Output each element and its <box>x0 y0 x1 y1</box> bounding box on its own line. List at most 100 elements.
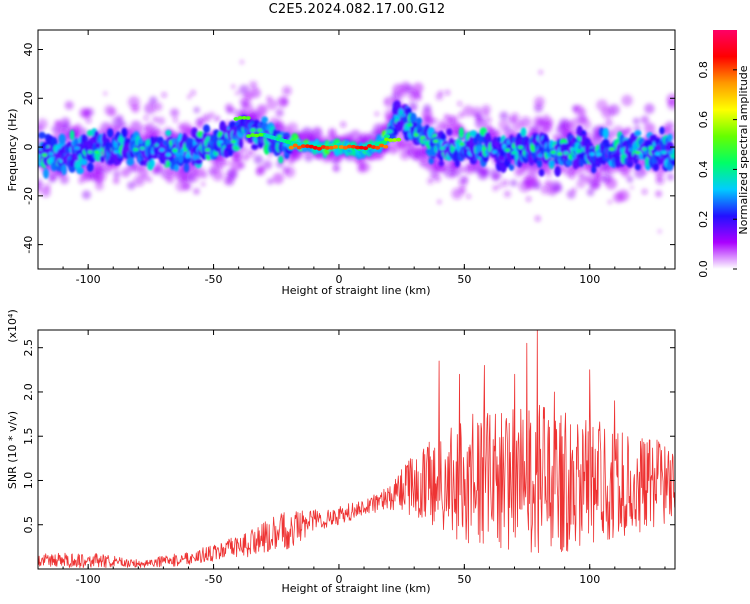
heatmap-cell <box>200 171 208 179</box>
heatmap-cell <box>374 111 379 116</box>
heatmap-cell <box>256 105 268 116</box>
heatmap-cell <box>511 150 517 155</box>
heatmap-cell <box>474 117 487 130</box>
heatmap-hotspot <box>388 138 394 143</box>
heatmap-cell <box>595 152 602 157</box>
snr-y-tick-label: 1.0 <box>22 472 35 490</box>
heatmap-cell <box>438 160 445 167</box>
heatmap-cell <box>492 173 500 182</box>
colorbar-tick-label: 0.6 <box>697 111 710 129</box>
heatmap-x-tick-label: -100 <box>76 273 101 286</box>
heatmap-hotspot <box>350 144 357 149</box>
heatmap-cell <box>632 117 640 125</box>
heatmap-cell <box>335 139 341 144</box>
snr-x-tick-label: -100 <box>76 573 101 586</box>
heatmap-cell <box>480 166 490 176</box>
heatmap-cell <box>231 84 236 89</box>
heatmap-y-tick-label: -40 <box>22 236 35 254</box>
heatmap-cell <box>439 146 446 151</box>
heatmap-cell <box>609 147 615 151</box>
heatmap-cell <box>170 108 180 118</box>
snr-x-label: Height of straight line (km) <box>281 582 430 595</box>
heatmap-cell <box>460 175 469 184</box>
heatmap-cell <box>156 165 163 173</box>
heatmap-hotspot <box>324 145 331 150</box>
heatmap-cell <box>628 147 635 152</box>
heatmap-cell <box>130 120 142 133</box>
heatmap-cell <box>208 111 215 119</box>
heatmap-cell <box>190 90 196 96</box>
heatmap-hotspot <box>237 116 243 120</box>
colorbar-ticks: 0.0 0.2 0.4 0.6 0.8 <box>697 61 737 278</box>
heatmap-cell <box>504 148 511 152</box>
heatmap-cell <box>670 159 675 166</box>
heatmap-cell <box>282 166 290 174</box>
heatmap-cell <box>250 128 256 132</box>
heatmap-hotspot <box>245 116 251 120</box>
heatmap-cell <box>199 118 203 122</box>
heatmap-cell <box>667 150 674 155</box>
heatmap-cell <box>226 168 238 181</box>
colorbar-label: Normalized spectral amplitude <box>737 65 750 234</box>
heatmap-cell <box>432 139 439 144</box>
heatmap-cell <box>149 158 155 168</box>
heatmap-cell <box>277 96 289 108</box>
heatmap-cell <box>423 104 432 113</box>
heatmap-cell <box>446 128 453 136</box>
heatmap-cell <box>243 112 248 116</box>
heatmap-hotspot <box>358 145 365 150</box>
heatmap-cell <box>78 178 85 184</box>
heatmap-cell <box>165 174 175 184</box>
heatmap-cell <box>43 168 49 179</box>
heatmap-cell <box>74 146 80 150</box>
heatmap-cell <box>553 183 563 193</box>
heatmap-cell <box>69 129 75 141</box>
heatmap-cell <box>263 143 270 155</box>
heatmap-cell <box>144 102 156 115</box>
heatmap-cell <box>194 158 203 165</box>
heatmap-cell <box>161 92 167 98</box>
heatmap-cell <box>501 179 509 187</box>
heatmap-cell <box>41 187 51 198</box>
heatmap-cell <box>410 104 417 112</box>
heatmap-cell <box>656 175 661 181</box>
heatmap-cell <box>64 100 74 110</box>
heatmap-cell <box>193 187 200 195</box>
figure-title: C2E5.2024.082.17.00.G12 <box>268 2 446 17</box>
heatmap-cell <box>667 133 673 142</box>
heatmap-hotspot <box>304 144 310 149</box>
heatmap-cell <box>86 162 94 173</box>
heatmap-cell <box>626 176 634 183</box>
heatmap-cell <box>312 126 323 137</box>
snr-y-tick-label: 2.0 <box>22 383 35 401</box>
heatmap-cell <box>81 158 88 166</box>
heatmap-cell <box>384 99 389 104</box>
heatmap-cell <box>152 116 159 123</box>
snr-x-tick-label: 0 <box>335 573 342 586</box>
heatmap-cell <box>576 149 582 153</box>
heatmap-cell <box>520 116 532 128</box>
heatmap-cell <box>409 112 417 124</box>
heatmap-cell <box>543 117 554 127</box>
heatmap-cell <box>38 131 46 139</box>
heatmap-cell <box>59 174 70 185</box>
heatmap-cell <box>340 121 347 128</box>
heatmap-cell <box>133 175 145 187</box>
heatmap-cell <box>185 154 191 159</box>
heatmap-cell <box>440 133 447 141</box>
heatmap-cell <box>201 182 206 187</box>
heatmap-cell <box>424 116 435 127</box>
heatmap-cell <box>641 189 648 195</box>
heatmap-cell <box>578 172 587 181</box>
heatmap-cell <box>99 155 105 163</box>
heatmap-cell <box>459 142 465 147</box>
heatmap-cell <box>586 188 595 197</box>
heatmap-cell <box>454 158 460 168</box>
heatmap-cell <box>212 159 216 163</box>
heatmap-cell <box>419 135 426 140</box>
heatmap-cell <box>520 127 527 137</box>
heatmap-cell <box>126 158 135 166</box>
heatmap-cell <box>253 154 264 165</box>
heatmap-cell <box>85 117 92 124</box>
heatmap-cell <box>336 155 344 163</box>
